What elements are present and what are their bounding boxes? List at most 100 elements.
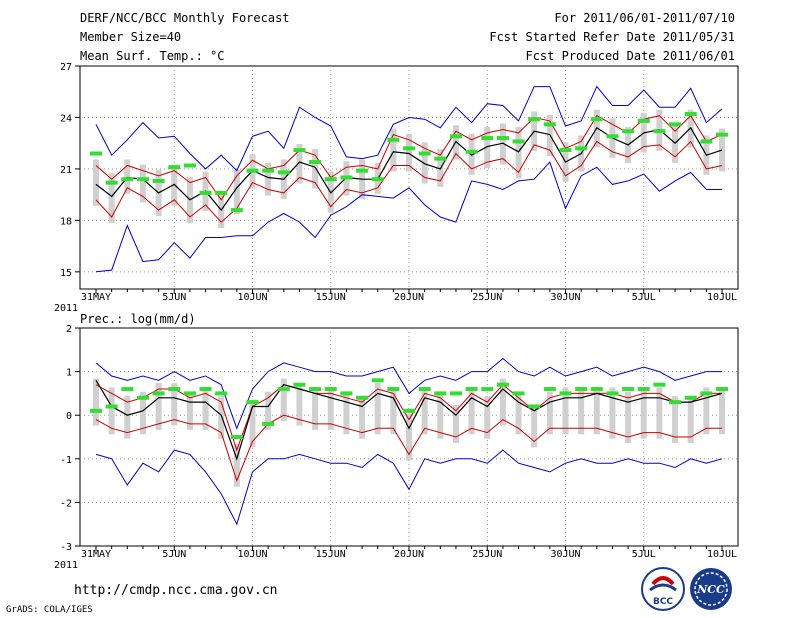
temp-median-marker [356,168,369,173]
temp-median-marker [136,177,149,182]
precip-ensemble-box [280,378,287,422]
precip-ensemble-box [359,396,366,439]
temp-ensemble-box [719,128,725,172]
precip-ensemble-box [374,383,381,435]
precip-median-marker [230,435,243,439]
precip-ensemble-box [265,391,272,430]
variable-label: Mean Surf. Temp.: °C [80,49,225,63]
precip-median-marker [512,391,525,396]
temp-median-marker [559,148,572,153]
temp-line-mean-sd [95,140,723,223]
temp-median-marker [575,146,588,151]
precip-median-marker [637,387,650,392]
temp-x-tick-label: 20JUN [394,292,424,303]
precip-ensemble-box [124,396,131,439]
precip-ensemble-box [468,387,475,435]
precip-ensemble-box [719,387,725,435]
precip-median-marker [496,382,509,387]
temp-ensemble-box [139,164,146,203]
temp-line-mean-sd [95,114,723,201]
precip-ensemble-box [108,387,115,435]
temp-median-marker [700,139,713,144]
precip-ensemble-box [687,396,694,443]
precip-y-tick-label: -3 [60,542,72,553]
temp-y-tick-label: 27 [60,62,72,73]
precip-median-marker [434,391,447,396]
temp-ensemble-box [312,149,319,189]
precip-median-marker [199,387,212,392]
precip-median-marker [121,387,134,392]
bcc-logo-text: BCC [653,597,673,607]
precip-x-tick-label: 20JUN [394,549,424,560]
precip-ensemble-box [546,391,553,435]
temp-median-marker [293,148,306,153]
precip-median-marker [309,387,322,392]
period-label: For 2011/06/01-2011/07/10 [554,11,735,25]
precip-x-tick-label: 31MAY [81,549,111,560]
precip-median-marker [152,391,165,396]
precip-median-marker [700,391,713,396]
temp-median-marker [653,129,666,134]
precip-median-marker [418,387,431,392]
temp-y-tick-label: 18 [60,216,72,227]
temp-median-marker [496,136,509,141]
precip-ensemble-box [515,391,522,435]
precip-median-marker [340,391,353,396]
precip-ensemble-box [593,387,600,435]
temp-median-marker [449,134,462,139]
ncc-logo-text: NCC [696,583,725,596]
website-url[interactable]: http://cmdp.ncc.cma.gov.cn [74,583,278,598]
precip-ensemble-box [139,391,146,435]
bcc-logo: BCC [641,567,685,611]
precip-median-marker [481,387,494,392]
precip-median-marker [324,387,337,392]
temp-median-marker [684,112,697,117]
temp-median-marker [716,132,728,137]
precip-line-mean [95,379,723,461]
precip-ensemble-box [484,396,491,439]
precip-median-marker [653,382,666,387]
temp-line-ensemble-min [95,85,723,172]
precip-y-tick-label: 1 [66,368,72,379]
temp-ensemble-box [515,126,522,179]
precip-ensemble-box [296,383,303,426]
temp-median-marker [434,156,447,161]
precip-line-ensemble-max [95,357,722,430]
precip-ensemble-box [93,378,99,426]
precip-median-marker [168,387,181,392]
temp-median-marker [199,190,212,195]
temp-y-tick-label: 21 [60,165,72,176]
precip-median-marker [449,391,462,396]
temp-median-marker [512,139,525,144]
precip-median-marker [716,387,728,392]
temp-median-marker [309,160,322,165]
precip-median-marker [90,408,102,413]
precip-ensemble-box [327,387,334,430]
temp-x-tick-label: 5JUL [632,292,656,303]
temp-ensemble-box [499,123,506,165]
start-date-label: Fcst Started Refer Date 2011/05/31 [489,30,735,44]
precip-ensemble-box [703,387,710,435]
temp-ensemble-box [108,173,115,223]
precip-median-marker [215,391,228,396]
temp-ensemble-box [233,169,240,215]
precip-median-marker [590,387,603,392]
precip-ensemble-box [578,387,585,435]
precip-median-marker [277,387,290,392]
precip-median-marker [262,421,275,426]
temp-median-marker [215,190,228,195]
precip-median-marker [183,391,196,396]
precip-median-marker [371,378,384,383]
precip-median-marker [387,387,400,392]
temp-x-tick-label: 15JUN [316,292,346,303]
temp-median-marker [622,129,635,134]
ncc-logo: NCC [690,568,732,610]
temp-ensemble-box [296,144,303,184]
precip-median-marker [136,395,149,400]
temp-median-marker [277,170,290,175]
member-size-label: Member Size=40 [80,30,182,44]
temp-median-marker [637,118,650,123]
temp-median-marker [340,175,353,180]
temp-x-year-label: 2011 [54,303,78,314]
temp-ensemble-box [406,133,412,172]
